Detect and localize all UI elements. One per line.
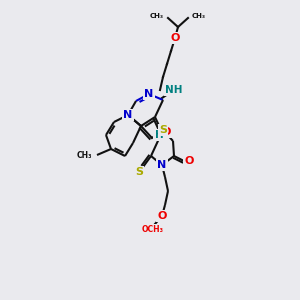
Text: O: O — [184, 156, 194, 166]
Text: S: S — [135, 167, 143, 177]
Text: N: N — [144, 89, 154, 99]
Text: OCH₃: OCH₃ — [142, 226, 164, 235]
Text: NH: NH — [165, 85, 182, 95]
Text: N: N — [158, 160, 166, 170]
Text: CH₃: CH₃ — [76, 151, 92, 160]
Text: S: S — [159, 125, 167, 135]
Text: N: N — [123, 110, 133, 120]
Text: CH₃: CH₃ — [150, 13, 164, 19]
Text: H: H — [154, 130, 164, 140]
Text: O: O — [161, 127, 171, 137]
Text: O: O — [170, 33, 180, 43]
Text: O: O — [157, 211, 167, 221]
Text: CH₃: CH₃ — [192, 13, 206, 19]
